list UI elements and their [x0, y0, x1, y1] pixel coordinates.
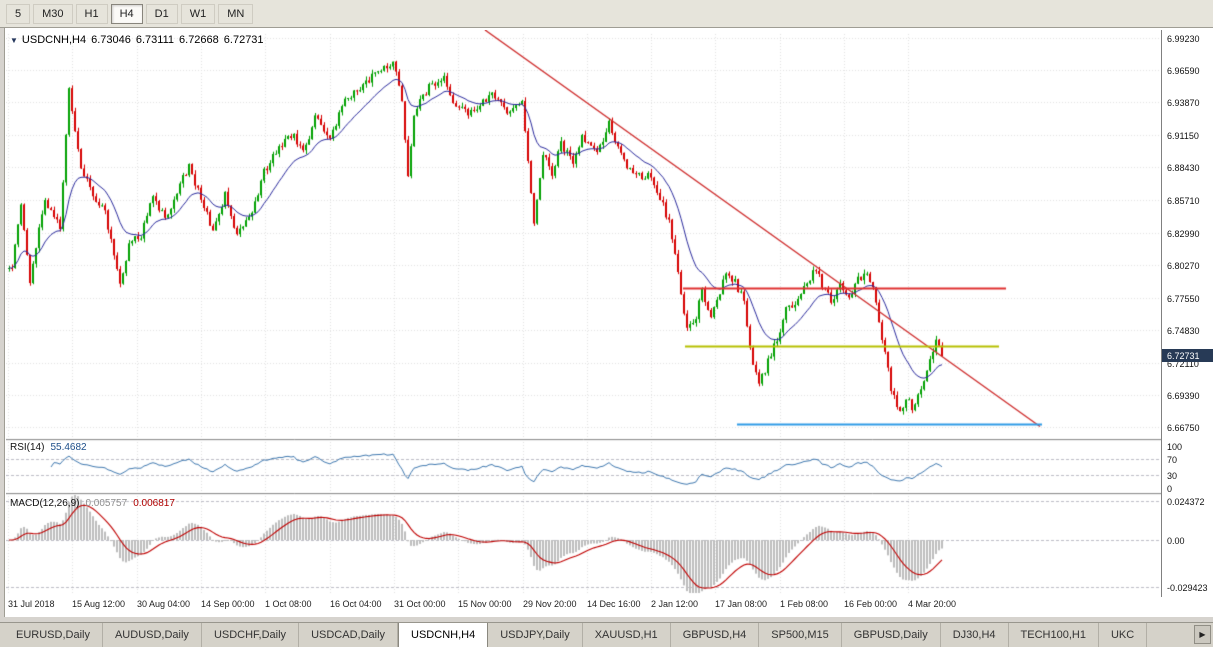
tab-usdcad-daily[interactable]: USDCAD,Daily — [299, 623, 399, 647]
price-chart-canvas[interactable] — [6, 30, 1161, 597]
rsi-scale-label: 100 — [1167, 442, 1183, 452]
price-axis-label: 6.91150 — [1167, 130, 1199, 141]
tab-tech100-h1[interactable]: TECH100,H1 — [1009, 623, 1099, 647]
tab-ukc[interactable]: UKC — [1099, 623, 1148, 647]
tab-gbpusd-h4[interactable]: GBPUSD,H4 — [671, 623, 760, 647]
price-axis-label: 6.66750 — [1167, 423, 1200, 434]
tab-dj30-h4[interactable]: DJ30,H4 — [941, 623, 1009, 647]
rsi-name: RSI(14) — [10, 442, 45, 453]
date-label: 16 Oct 04:00 — [330, 599, 382, 609]
timeframe-button-h1[interactable]: H1 — [75, 3, 108, 24]
macd-signal-value: 0.006817 — [133, 498, 175, 509]
timeframe-button-5[interactable]: 5 — [6, 3, 31, 24]
date-label: 1 Oct 08:00 — [265, 599, 312, 609]
macd-main-value: 0.005757 — [85, 498, 128, 509]
date-label: 15 Aug 12:00 — [72, 599, 126, 609]
rsi-label: RSI(14) 55.4682 — [10, 442, 93, 453]
date-label: 14 Sep 00:00 — [201, 599, 255, 609]
macd-scale-label: 0.024372 — [1167, 497, 1205, 507]
timeframe-button-w1[interactable]: W1 — [180, 3, 216, 24]
symbol-tabbar: EURUSD,Daily AUDUSD,Daily USDCHF,Daily USDC… — [0, 622, 1213, 647]
date-label: 4 Mar 20:00 — [908, 599, 957, 609]
chart-open-value: 6.73046 — [91, 34, 131, 46]
price-axis-label: 6.96590 — [1167, 65, 1200, 76]
tabbar-scroll-right-button[interactable]: ▶ — [1194, 625, 1211, 644]
date-label: 29 Nov 20:00 — [523, 599, 577, 609]
tab-sp500-m15[interactable]: SP500,M15 — [759, 623, 842, 647]
rsi-scale-label: 30 — [1167, 471, 1178, 482]
price-axis-label: 6.85710 — [1167, 195, 1200, 206]
chart-low-value: 6.72668 — [179, 34, 219, 46]
macd-name: MACD(12,26,9) — [10, 498, 80, 509]
rsi-scale-label: 70 — [1167, 454, 1178, 465]
price-axis-label: 6.99230 — [1167, 34, 1200, 44]
tab-xauusd-h1[interactable]: XAUUSD,H1 — [583, 623, 671, 647]
date-label: 1 Feb 08:00 — [780, 599, 829, 609]
chart-title: ▼ USDCNH,H4 6.73046 6.73111 6.72668 6.72731 — [10, 34, 269, 46]
macd-scale-label: -0.029423 — [1167, 583, 1208, 594]
tab-usdchf-daily[interactable]: USDCHF,Daily — [202, 623, 300, 647]
date-label: 15 Nov 00:00 — [458, 599, 512, 609]
price-axis-label: 6.74830 — [1167, 326, 1200, 337]
timeframe-button-d1[interactable]: D1 — [145, 3, 178, 24]
chart-symbol: USDCNH,H4 — [21, 34, 87, 46]
macd-label: MACD(12,26,9) 0.005757 0.006817 — [10, 498, 181, 509]
date-label: 17 Jan 08:00 — [715, 599, 768, 609]
price-axis-label: 6.77550 — [1167, 293, 1200, 304]
tab-usdjpy-daily[interactable]: USDJPY,Daily — [488, 623, 583, 647]
tab-usdcnh-h4[interactable]: USDCNH,H4 — [398, 623, 489, 647]
date-label: 2 Jan 12:00 — [651, 599, 699, 609]
macd-scale-label: 0.00 — [1167, 536, 1185, 546]
date-label: 31 Oct 00:00 — [394, 599, 446, 609]
date-label: 30 Aug 04:00 — [137, 599, 191, 609]
date-label: 14 Dec 16:00 — [587, 599, 641, 609]
price-axis-label: 6.80270 — [1167, 261, 1200, 272]
tab-eurusd-daily[interactable]: EURUSD,Daily — [4, 623, 103, 647]
price-axis-label: 6.82990 — [1167, 228, 1200, 239]
price-axis-label: 6.69390 — [1167, 391, 1200, 402]
chart-close-value: 6.72731 — [223, 34, 264, 46]
date-label: 16 Feb 00:00 — [844, 599, 898, 609]
tab-gbpusd-daily[interactable]: GBPUSD,Daily — [842, 623, 941, 647]
timeframe-toolbar: 5 M30 H1 H4 D1 W1 MN — [0, 0, 1213, 28]
price-axis-label: 6.93870 — [1167, 98, 1200, 109]
price-axis-label: 6.88430 — [1167, 163, 1200, 174]
timeframe-button-m30[interactable]: M30 — [33, 3, 73, 24]
timeframe-button-h4[interactable]: H4 — [110, 3, 143, 24]
rsi-scale-label: 0 — [1167, 484, 1173, 494]
date-label: 31 Jul 2018 — [8, 599, 55, 609]
rsi-value: 55.4682 — [50, 442, 87, 453]
price-axis-label: 6.72110 — [1167, 358, 1199, 369]
current-price-badge: 6.72731 — [1162, 349, 1213, 363]
timeframe-button-mn[interactable]: MN — [218, 3, 254, 24]
price-axis[interactable]: 6.99230 6.96590 6.93870 6.91150 6.88430 6.857… — [1161, 30, 1213, 597]
time-axis[interactable]: 31 Jul 2018 15 Aug 12:00 30 Aug 04:00 14 Se… — [6, 597, 1161, 613]
chevron-down-icon: ▼ — [10, 36, 18, 45]
chart-high-value: 6.73111 — [135, 34, 175, 46]
tab-audusd-daily[interactable]: AUDUSD,Daily — [103, 623, 202, 647]
